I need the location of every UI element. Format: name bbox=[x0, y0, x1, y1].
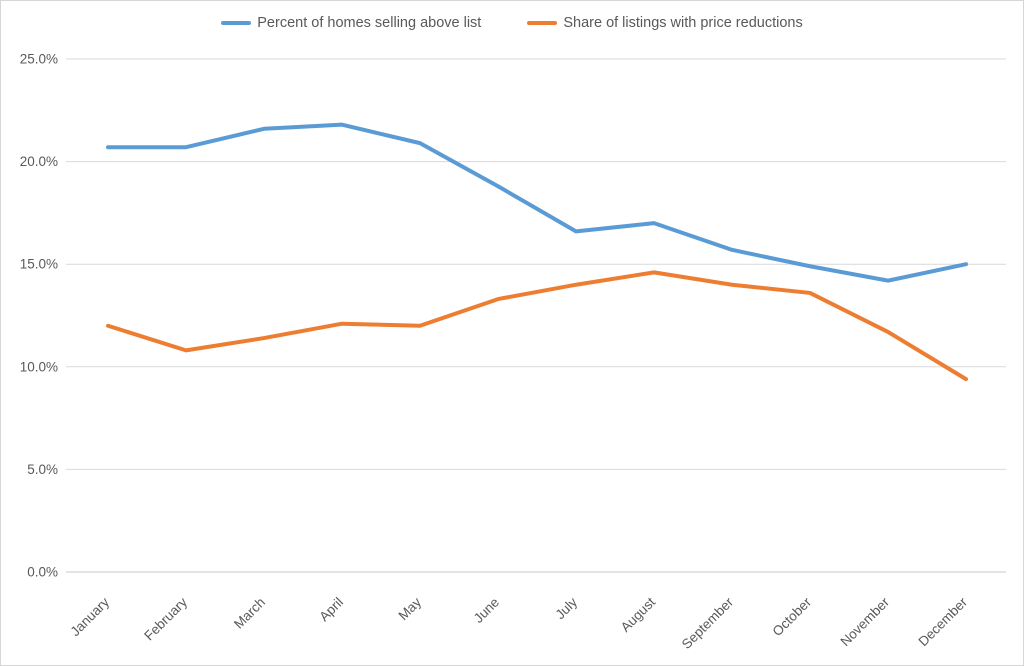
x-tick-label: November bbox=[837, 594, 892, 649]
series-line-price-reductions bbox=[106, 270, 968, 382]
x-tick-label: October bbox=[770, 594, 815, 639]
legend-swatch-orange-line-icon bbox=[527, 21, 558, 25]
y-tick-label: 10.0% bbox=[20, 359, 58, 374]
x-tick-label: April bbox=[316, 595, 346, 625]
x-tick-label: July bbox=[553, 594, 581, 622]
chart-legend: Percent of homes selling above list Shar… bbox=[1, 15, 1023, 31]
legend-label-price-reductions: Share of listings with price reductions bbox=[563, 15, 803, 31]
y-tick-label: 15.0% bbox=[20, 257, 58, 272]
y-tick-label: 5.0% bbox=[27, 462, 58, 477]
legend-item-above-list: Percent of homes selling above list bbox=[221, 15, 481, 31]
y-tick-label: 20.0% bbox=[20, 154, 58, 169]
y-tick-label: 25.0% bbox=[20, 52, 58, 67]
x-tick-label: January bbox=[68, 594, 113, 639]
legend-item-price-reductions: Share of listings with price reductions bbox=[527, 15, 803, 31]
x-tick-label: August bbox=[618, 594, 659, 635]
series-line-above-list bbox=[106, 122, 968, 283]
x-tick-label: September bbox=[679, 594, 737, 652]
x-tick-label: February bbox=[141, 594, 190, 643]
x-tick-label: March bbox=[231, 595, 268, 632]
legend-label-above-list: Percent of homes selling above list bbox=[257, 15, 482, 31]
x-tick-label: June bbox=[471, 595, 502, 626]
legend-swatch-blue-line-icon bbox=[221, 21, 252, 25]
y-tick-label: 0.0% bbox=[27, 565, 58, 580]
x-tick-label: December bbox=[915, 594, 970, 649]
x-tick-label: May bbox=[395, 594, 424, 623]
